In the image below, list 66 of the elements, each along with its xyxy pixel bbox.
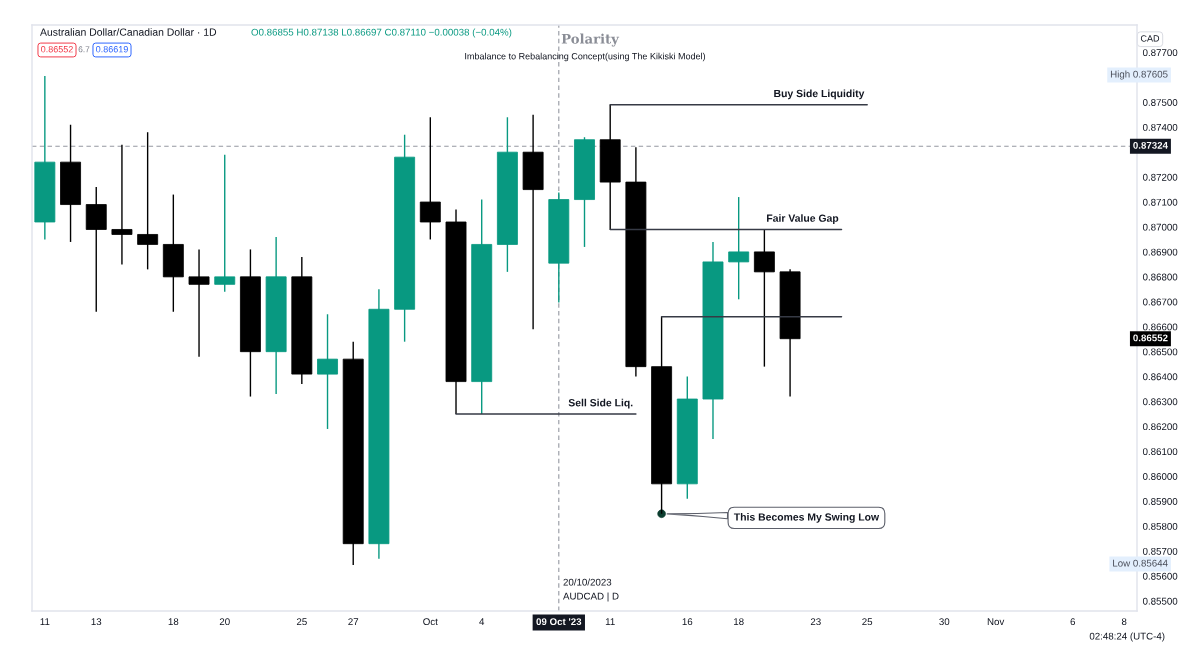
y-tick-label: 0.85800	[1142, 522, 1178, 530]
ref-line-label: 0.87324	[1133, 141, 1168, 149]
x-tick-label: 25	[296, 618, 307, 626]
candlestick	[728, 196, 750, 300]
x-tick-label: 8	[1121, 618, 1127, 626]
series-label: Fair Value Gap	[767, 214, 839, 224]
annotation: 0.86552	[1133, 334, 1168, 342]
candlestick	[419, 116, 441, 241]
text: 02:48:24 (UTC-4)	[1089, 632, 1165, 642]
x-tick-label: 6	[1070, 618, 1076, 626]
y-tick-label: 0.86500	[1142, 348, 1178, 356]
annotation: Australian Dollar/Canadian Dollar · 1D	[40, 28, 217, 36]
x-tick-label: 23	[810, 618, 821, 626]
x-tick-label: Oct	[423, 618, 438, 626]
annotation: 0.86619	[96, 46, 128, 53]
annotation: O0.86855 H0.87138 L0.86697 C0.87110 −0.00038 (−0.04%)	[251, 28, 512, 38]
annotation: High 0.87605	[1110, 70, 1168, 80]
y-tick-label: 0.87700	[1142, 49, 1178, 57]
y-axis-title: CAD	[1140, 35, 1160, 42]
x-tick-label: 4	[479, 618, 485, 625]
text: Polarity	[561, 33, 620, 47]
y-tick-label: 0.86400	[1142, 373, 1178, 381]
y-tick-label: 0.87500	[1142, 99, 1178, 106]
annotation: 20/10/2023	[563, 578, 612, 586]
x-tick-label: 18	[168, 618, 179, 626]
y-tick-label: 0.86900	[1142, 248, 1178, 256]
y-tick-label: 0.86200	[1142, 423, 1178, 431]
x-tick-label: 13	[91, 618, 102, 626]
y-tick-label: 0.85700	[1142, 547, 1178, 555]
candlestick	[214, 153, 236, 293]
x-tick-label: 11	[605, 618, 615, 625]
series-label: Buy Side Liquidity	[774, 89, 865, 100]
candlestick	[753, 228, 775, 368]
x-tick-label: 11	[40, 618, 50, 625]
x-tick-label: 25	[862, 618, 873, 626]
y-tick-label: 0.86100	[1142, 448, 1178, 456]
x-tick-label: 18	[734, 618, 744, 626]
text: This Becomes My Swing Low	[733, 513, 880, 523]
y-tick-label: 0.87000	[1142, 223, 1178, 231]
y-tick-label: 0.85600	[1142, 572, 1178, 580]
annotation: AUDCAD | D	[563, 592, 619, 602]
x-tick-label: 30	[939, 618, 950, 626]
annotation: 0.86552	[41, 46, 73, 53]
y-tick-label: 0.87100	[1142, 198, 1178, 206]
x-tick-label: 20	[219, 618, 230, 626]
y-tick-label: 0.86000	[1142, 473, 1178, 480]
candlestick	[137, 131, 159, 271]
x-tick-label: 16	[682, 618, 693, 626]
y-tick-label: 0.87400	[1142, 123, 1178, 131]
y-tick-label: 0.87200	[1142, 173, 1178, 181]
y-tick-label: 0.86600	[1142, 323, 1178, 331]
candlestick	[111, 143, 133, 266]
candlestick	[188, 248, 210, 358]
series-label: Sell Side Liq.	[568, 398, 633, 409]
y-tick-label: 0.86800	[1142, 273, 1178, 281]
y-tick-label: 0.86700	[1142, 298, 1178, 306]
y-tick-label: 0.85500	[1142, 597, 1178, 605]
y-tick-label: 0.85900	[1142, 498, 1178, 505]
x-tick-label: 09 Oct '23	[536, 618, 582, 626]
candlestick	[317, 313, 338, 430]
annotation: Low 0.85644	[1113, 559, 1168, 567]
x-tick-label: Nov	[987, 618, 1005, 626]
y-tick-label: 0.86300	[1142, 398, 1178, 406]
annotation: 6.7	[78, 46, 90, 53]
x-tick-label: 27	[348, 618, 359, 625]
text: Imbalance to Rebalancing Concept(using The Kikiski Model)	[465, 52, 706, 62]
